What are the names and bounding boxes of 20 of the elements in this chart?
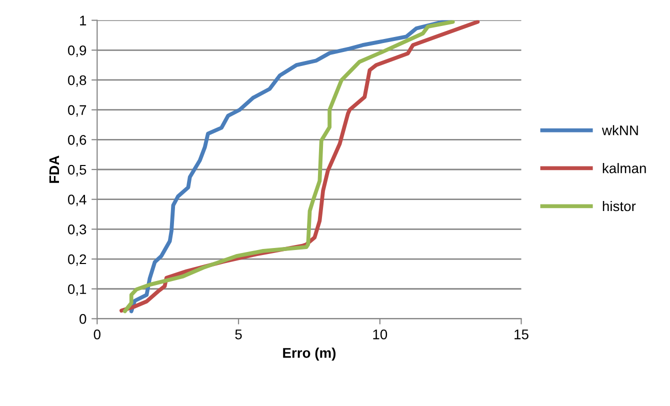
- y-tick-label: 0,4: [68, 194, 86, 206]
- y-tick-label: 0,5: [68, 164, 86, 176]
- y-tick-label: 0,2: [68, 254, 86, 266]
- y-tick-label: 0,3: [68, 224, 86, 236]
- x-tick-label: 15: [514, 330, 528, 340]
- y-tick-label: 1: [80, 16, 86, 26]
- y-tick-label: 0,9: [68, 45, 86, 57]
- legend-label: histor: [602, 200, 636, 212]
- legend-label: wkNN: [602, 125, 638, 136]
- x-axis-title: Erro (m): [283, 348, 336, 361]
- x-tick-label: 0: [94, 329, 100, 340]
- y-tick-label: 0,1: [68, 284, 86, 296]
- x-tick-label: 10: [373, 329, 388, 340]
- y-tick-label: 0,7: [68, 105, 86, 117]
- legend-label: kalman: [602, 163, 646, 174]
- y-tick-label: 0,6: [68, 135, 86, 146]
- x-tick-label: 5: [235, 330, 242, 340]
- y-tick-label: 0: [80, 314, 86, 324]
- y-axis-title: FDA: [49, 156, 59, 183]
- y-tick-label: 0,8: [68, 75, 86, 87]
